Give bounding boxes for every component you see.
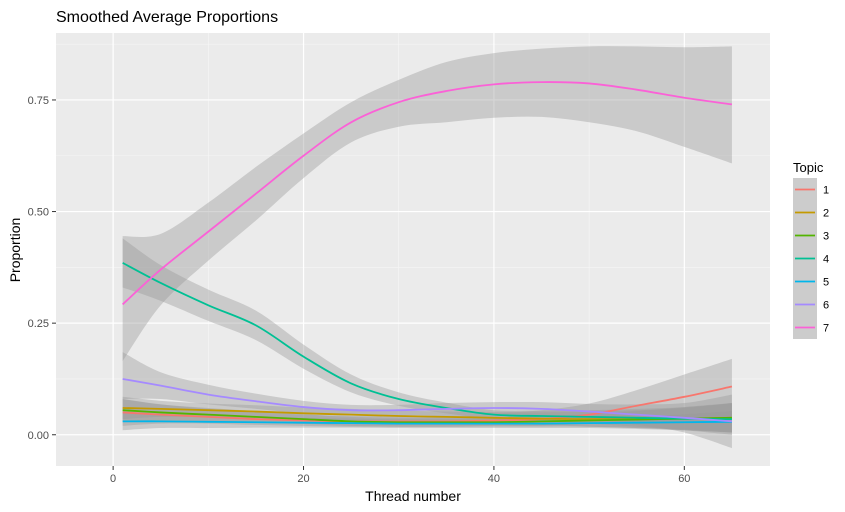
legend-label-topic-7: 7 (823, 323, 829, 335)
y-axis: 0.00 0.25 0.50 0.75 (28, 95, 56, 442)
legend-label-topic-6: 6 (823, 300, 829, 312)
legend-items: 1 2 3 4 5 6 7 (793, 178, 829, 339)
x-tick-label: 20 (297, 473, 309, 485)
y-tick-label: 0.50 (28, 207, 49, 219)
legend-title: Topic (793, 160, 824, 175)
legend-label-topic-3: 3 (823, 231, 829, 243)
legend-label-topic-2: 2 (823, 208, 829, 220)
y-axis-title: Proportion (7, 218, 23, 283)
legend-label-topic-1: 1 (823, 185, 829, 197)
ribbon-topic-4 (122, 238, 732, 435)
legend-label-topic-4: 4 (823, 254, 829, 266)
ribbon-topic-3 (122, 399, 732, 433)
legend-label-topic-5: 5 (823, 277, 829, 289)
x-axis: 0 20 40 60 (110, 466, 690, 485)
ribbon-topic-1 (122, 358, 732, 427)
x-tick-label: 0 (110, 473, 116, 485)
legend: Topic 1 2 3 4 5 6 7 (793, 160, 829, 339)
y-tick-label: 0.25 (28, 318, 49, 330)
plot-panel (56, 33, 770, 466)
grid-minor (56, 33, 770, 466)
line-topic-4 (122, 262, 732, 421)
series-lines (122, 81, 733, 425)
grid-major (56, 33, 770, 466)
x-tick-label: 40 (488, 473, 500, 485)
x-axis-title: Thread number (365, 488, 461, 504)
y-tick-label: 0.00 (28, 430, 49, 442)
line-topic-7 (122, 81, 733, 306)
chart-title: Smoothed Average Proportions (56, 9, 278, 26)
line-topic-5 (122, 420, 732, 425)
x-tick-label: 60 (678, 473, 690, 485)
y-tick-label: 0.75 (28, 95, 49, 107)
line-topic-3 (122, 409, 732, 424)
line-topic-6 (122, 378, 732, 423)
